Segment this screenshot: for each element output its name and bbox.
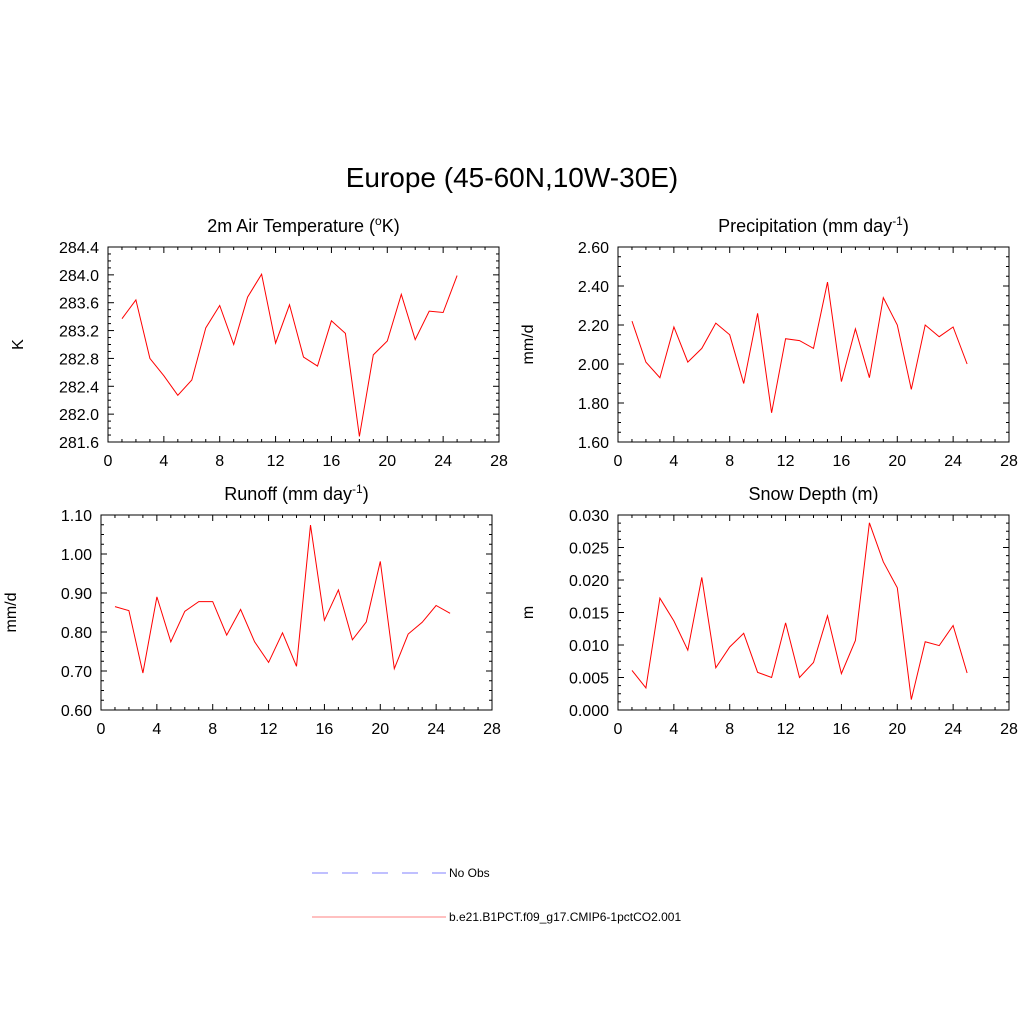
x-tick-label: 28 [483,721,501,738]
panel-title: Precipitation (mm day-1) [718,214,909,236]
x-tick-label: 24 [427,721,445,738]
x-tick-label: 20 [888,721,906,738]
y-tick-label: 1.60 [578,435,609,452]
chart-panel-precip: 0 4 8 12 16 20 24 28 1.60 1.80 2.00 2.20 2.40 2.60 mm/… [520,214,1018,470]
x-tick-label: 0 [614,453,623,470]
series-line [114,525,451,674]
y-tick-label: 283.6 [59,296,99,313]
x-tick-label: 0 [614,721,623,738]
series-line [121,272,458,437]
y-axis-label: mm/d [520,325,537,365]
y-tick-label: 0.030 [569,508,609,525]
y-tick-label: 1.80 [578,396,609,413]
y-tick-label: 284.0 [59,268,99,285]
y-tick-label: 0.005 [569,671,609,688]
x-tick-label: 8 [725,721,734,738]
y-tick-label: 2.60 [578,240,609,257]
y-tick-label: 282.8 [59,351,99,368]
y-tick-label: 2.40 [578,279,609,296]
y-tick-label: 0.90 [61,586,92,603]
plot-frame [617,514,1010,711]
y-tick-label: 284.4 [59,240,99,257]
y-tick-label: 282.4 [59,379,99,396]
x-tick-label: 8 [215,453,224,470]
panel-title: 2m Air Temperature (oK) [207,214,399,236]
x-tick-label: 4 [152,721,161,738]
y-tick-label: 0.70 [61,664,92,681]
x-tick-label: 20 [888,453,906,470]
x-tick-label: 28 [490,453,508,470]
x-tick-label: 8 [208,721,217,738]
x-tick-label: 4 [669,453,678,470]
y-axis-label: m [520,606,537,619]
x-tick-label: 24 [434,453,452,470]
y-tick-label: 282.0 [59,407,99,424]
x-tick-label: 28 [1000,453,1018,470]
x-tick-label: 12 [777,721,795,738]
y-tick-label: 2.20 [578,318,609,335]
x-tick-label: 16 [316,721,334,738]
y-tick-label: 283.2 [59,324,99,341]
y-tick-label: 1.00 [61,547,92,564]
y-tick-label: 0.010 [569,638,609,655]
x-tick-label: 0 [104,453,113,470]
chart-panel-temp: 0 4 8 12 16 20 24 28 281.6 282.0 282.4 282.8 283.2 28… [10,214,508,470]
x-tick-label: 12 [267,453,285,470]
x-tick-label: 28 [1000,721,1018,738]
series-line [631,281,968,413]
x-tick-label: 24 [944,453,962,470]
y-tick-label: 2.00 [578,357,609,374]
x-tick-label: 12 [260,721,278,738]
figure-title: Europe (45-60N,10W-30E) [345,162,679,193]
plot-frame [617,246,1010,443]
x-tick-label: 16 [833,453,851,470]
series-line [631,522,968,700]
y-tick-label: 1.10 [61,508,92,525]
plot-frame [100,514,493,711]
y-tick-label: 0.60 [61,703,92,720]
y-axis-label: K [10,339,27,350]
chart-panel-runoff: 0 4 8 12 16 20 24 28 0.60 0.70 0.80 0.90 1.00 1.10 mm/… [3,482,501,738]
plot-frame [107,246,500,443]
y-axis-label: mm/d [3,593,20,633]
x-tick-label: 4 [669,721,678,738]
x-tick-label: 4 [159,453,168,470]
y-tick-label: 0.020 [569,573,609,590]
x-tick-label: 20 [371,721,389,738]
x-tick-label: 16 [833,721,851,738]
x-tick-label: 20 [378,453,396,470]
x-tick-label: 24 [944,721,962,738]
chart-panel-snow: 0 4 8 12 16 20 24 28 0.000 0.005 0.010 0.015 0.020 0.… [520,484,1018,738]
y-tick-label: 281.6 [59,435,99,452]
x-tick-label: 0 [97,721,106,738]
y-tick-label: 0.80 [61,625,92,642]
x-tick-label: 12 [777,453,795,470]
y-tick-label: 0.015 [569,606,609,623]
x-tick-label: 16 [323,453,341,470]
y-tick-label: 0.000 [569,703,609,720]
panel-title: Runoff (mm day-1) [224,482,368,504]
y-tick-label: 0.025 [569,541,609,558]
x-tick-label: 8 [725,453,734,470]
panel-title: Snow Depth (m) [748,484,878,504]
